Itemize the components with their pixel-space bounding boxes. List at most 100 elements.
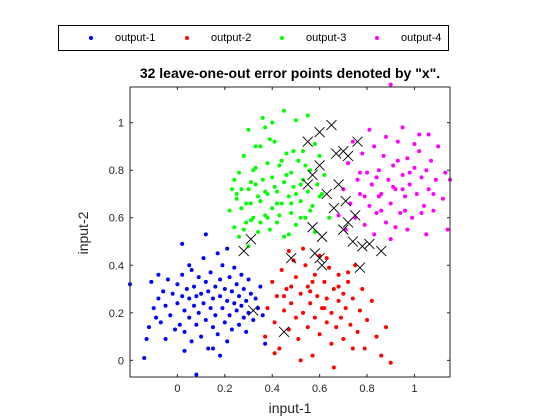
error-point-marker — [328, 202, 340, 214]
data-point — [357, 308, 362, 313]
data-point — [400, 172, 405, 177]
data-point — [298, 215, 303, 220]
data-point — [301, 149, 306, 154]
error-point-marker — [338, 224, 349, 235]
data-point — [260, 115, 265, 120]
data-point — [343, 306, 348, 311]
data-point — [315, 294, 320, 299]
data-point — [388, 201, 393, 206]
data-point — [289, 201, 294, 206]
data-point — [213, 284, 218, 289]
data-point — [412, 165, 417, 170]
data-point — [239, 187, 244, 192]
y-tick-label: 0.8 — [109, 165, 124, 177]
data-point — [324, 320, 329, 325]
data-point — [194, 294, 199, 299]
data-point — [289, 284, 294, 289]
error-point-marker — [316, 259, 328, 271]
data-point — [274, 220, 279, 225]
data-point — [203, 317, 208, 322]
data-point — [274, 189, 279, 194]
data-point — [144, 336, 149, 341]
data-point — [379, 208, 384, 213]
data-point — [270, 120, 275, 125]
data-point — [310, 203, 315, 208]
data-point — [374, 210, 379, 215]
y-tick-label: 0 — [118, 355, 124, 367]
data-point — [348, 322, 353, 327]
data-point — [286, 249, 291, 254]
data-point — [296, 158, 301, 163]
data-point — [324, 296, 329, 301]
data-point — [241, 287, 246, 292]
data-point — [279, 201, 284, 206]
data-point — [417, 149, 422, 154]
data-point — [372, 144, 377, 149]
data-point — [424, 168, 429, 173]
data-point — [291, 149, 296, 154]
data-point — [263, 189, 268, 194]
data-point — [305, 113, 310, 118]
data-point — [246, 127, 251, 132]
data-point — [244, 220, 249, 225]
data-point — [277, 163, 282, 168]
error-point-marker — [342, 150, 354, 162]
data-point — [251, 317, 256, 322]
data-point — [329, 341, 334, 346]
data-point — [341, 291, 346, 296]
data-point — [182, 308, 187, 313]
data-point — [336, 272, 341, 277]
data-point — [367, 127, 372, 132]
legend: output-1 output-2 output-3 output-4 — [58, 25, 449, 51]
data-point — [289, 301, 294, 306]
data-point — [312, 142, 317, 147]
data-point — [163, 303, 168, 308]
data-point — [180, 241, 185, 246]
data-point — [182, 329, 187, 334]
error-point-marker — [307, 169, 318, 181]
data-point — [317, 332, 322, 337]
x-tick-label: 0.6 — [312, 383, 327, 395]
series-output-4 — [336, 82, 452, 242]
legend-label-output-3: output-3 — [306, 32, 347, 44]
data-point — [286, 232, 291, 237]
data-point — [391, 163, 396, 168]
data-point — [305, 189, 310, 194]
data-point — [208, 306, 213, 311]
data-point — [180, 272, 185, 277]
data-point — [355, 177, 360, 182]
data-point — [265, 215, 270, 220]
data-point — [225, 339, 230, 344]
x-tick-label: 0.2 — [217, 383, 232, 395]
data-point — [170, 291, 175, 296]
data-point — [284, 172, 289, 177]
data-point — [165, 277, 170, 282]
data-point — [336, 298, 341, 303]
data-point — [346, 279, 351, 284]
legend-entry-output-2: output-2 — [185, 26, 251, 50]
data-point — [237, 294, 242, 299]
data-point — [296, 336, 301, 341]
error-point-marker — [326, 119, 337, 131]
data-point — [293, 222, 298, 227]
data-point — [308, 289, 313, 294]
data-point — [293, 315, 298, 320]
data-point — [248, 201, 253, 206]
data-point — [227, 275, 232, 280]
data-point — [282, 180, 287, 185]
data-point — [312, 315, 317, 320]
data-point — [336, 284, 341, 289]
data-point — [196, 275, 201, 280]
data-point — [210, 346, 215, 351]
error-point-marker — [354, 262, 366, 273]
error-point-marker — [333, 179, 344, 190]
data-point — [336, 213, 341, 218]
data-point — [293, 275, 298, 280]
legend-label-output-4: output-4 — [401, 32, 442, 44]
data-point — [277, 213, 282, 218]
data-point — [431, 208, 436, 213]
data-point — [365, 170, 370, 175]
data-point — [232, 301, 237, 306]
data-point — [220, 263, 225, 268]
data-point — [239, 303, 244, 308]
